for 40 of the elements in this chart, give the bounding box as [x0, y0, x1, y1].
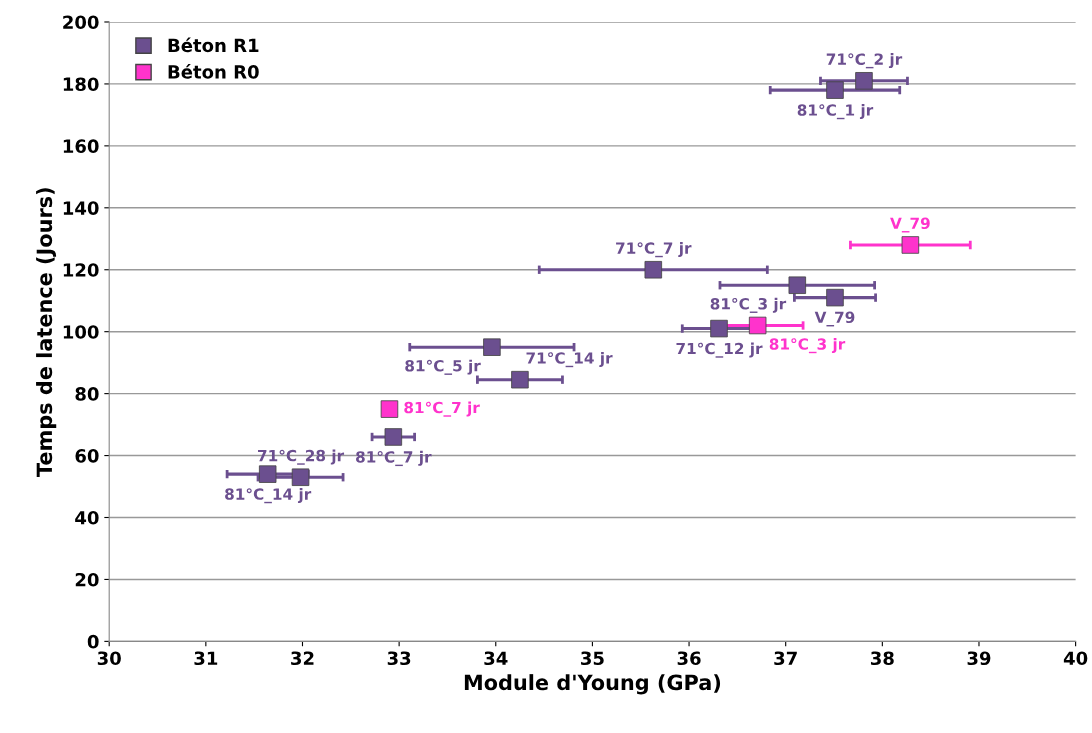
- annotation: 81°C_7 jr: [404, 401, 480, 417]
- annotation: 81°C_3 jr: [769, 337, 846, 354]
- x-tick-label: 32: [291, 651, 314, 666]
- annotation: 71°C_12 jr: [676, 342, 763, 358]
- y-tick-label: 20: [75, 572, 99, 587]
- point: [644, 260, 663, 279]
- x-tick-label: 36: [677, 651, 701, 666]
- x-tick-label: 34: [484, 651, 508, 666]
- annotation: 71°C_2 jr: [826, 53, 903, 69]
- y-tick-label: 80: [75, 387, 99, 401]
- y-tick-label: 60: [75, 449, 99, 463]
- x-axis-title: Module d'Young (GPa): [464, 674, 721, 695]
- y-axis-title: Temps de latence (Jours): [36, 188, 57, 477]
- point: [291, 468, 310, 486]
- y-tick-label: 100: [63, 325, 99, 339]
- y-tick-label: 0: [87, 634, 99, 649]
- x-tick-label: 30: [97, 651, 121, 666]
- x-tick-label: 35: [581, 651, 604, 666]
- x-tick-label: 33: [387, 651, 411, 666]
- annotation: 81°C_14 jr: [225, 488, 312, 504]
- annotation: 81°C_5 jr: [405, 359, 481, 375]
- x-tick-label: 38: [870, 651, 894, 666]
- annotation: 71°C_14 jr: [526, 351, 613, 368]
- y-tick-label: 160: [63, 139, 99, 153]
- x-tick-label: 37: [774, 651, 797, 666]
- y-tick-label: 40: [75, 510, 99, 525]
- y-tick-label: 180: [63, 77, 99, 92]
- annotation: 81°C_1 jr: [797, 104, 874, 120]
- x-tick-label: 31: [194, 651, 218, 666]
- legend-label: Béton R1: [168, 37, 259, 53]
- annotation: V_79: [814, 311, 855, 327]
- annotation: V_79: [890, 217, 930, 233]
- y-tick-label: 200: [63, 15, 99, 30]
- y-tick-label: 140: [63, 201, 99, 215]
- annotation: 71°C_7 jr: [616, 242, 692, 258]
- x-tick-label: 40: [1063, 651, 1088, 666]
- y-tick-label: 120: [63, 263, 99, 277]
- x-tick-label: 39: [967, 651, 991, 666]
- annotation: 81°C_3 jr: [710, 297, 787, 313]
- legend-label: Béton R0: [168, 64, 259, 79]
